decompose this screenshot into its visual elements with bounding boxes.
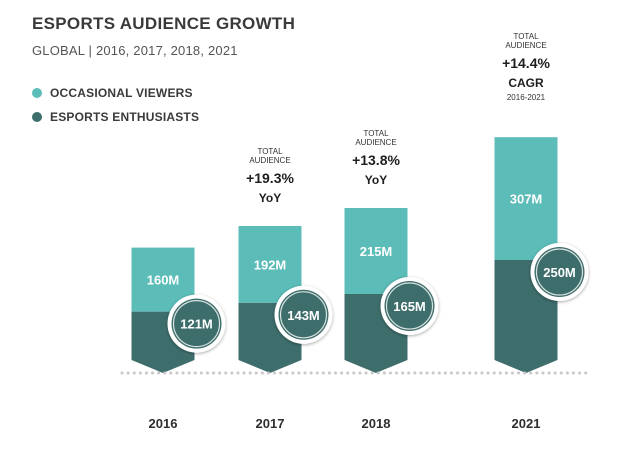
legend-label-occasional: OCCASIONAL VIEWERS (50, 86, 193, 100)
data-label-occasional-2018: 215M (360, 244, 393, 259)
legend: OCCASIONAL VIEWERS ESPORTS ENTHUSIASTS (32, 86, 199, 134)
annotation-value-2018: +13.8% (352, 152, 400, 168)
legend-swatch-occasional (32, 88, 42, 98)
bar-occasional-2021 (494, 137, 558, 260)
legend-item-esports-enthusiasts: ESPORTS ENTHUSIASTS (32, 110, 199, 124)
annotation-caption-2018-1: AUDIENCE (355, 138, 396, 147)
badge-ring-inner-2018 (385, 282, 434, 330)
x-tick-label-2021: 2021 (512, 416, 541, 431)
annotation-unit-2021: CAGR (508, 76, 544, 90)
data-label-enthusiasts-2017: 143M (287, 308, 320, 323)
annotation-period-2021: 2016-2021 (507, 93, 546, 102)
data-label-enthusiasts-2018: 165M (393, 299, 426, 314)
bar-occasional-2018 (344, 208, 408, 294)
x-tick-label-2018: 2018 (362, 416, 391, 431)
x-tick-label-2017: 2017 (256, 416, 285, 431)
annotation-caption-2017-1: AUDIENCE (249, 156, 290, 165)
annotation-value-2017: +19.3% (246, 170, 294, 186)
data-label-occasional-2021: 307M (510, 192, 543, 207)
legend-label-enthusiasts: ESPORTS ENTHUSIASTS (50, 110, 200, 124)
badge-2018 (384, 281, 435, 331)
data-label-occasional-2016: 160M (147, 273, 180, 288)
data-label-enthusiasts-2016: 121M (180, 317, 213, 332)
annotation-unit-2017: YoY (259, 191, 281, 205)
chart-subtitle: GLOBAL | 2016, 2017, 2018, 2021 (32, 43, 238, 58)
annotation-value-2021: +14.4% (502, 55, 550, 71)
data-label-occasional-2017: 192M (254, 257, 287, 272)
x-tick-label-2016: 2016 (149, 416, 178, 431)
annotation-unit-2018: YoY (365, 173, 387, 187)
badge-2016 (171, 298, 222, 349)
legend-swatch-enthusiasts (32, 112, 42, 122)
badge-2017 (278, 289, 329, 340)
data-label-enthusiasts-2021: 250M (543, 265, 576, 280)
badge-ring-inner-2021 (535, 248, 584, 296)
legend-item-occasional-viewers: OCCASIONAL VIEWERS (32, 86, 199, 100)
badge-ring-inner-2017 (279, 291, 328, 339)
badge-ring-inner-2016 (172, 300, 221, 348)
badge-2021 (534, 247, 585, 297)
annotation-caption-2017-0: TOTAL (257, 147, 283, 156)
chart-title: ESPORTS AUDIENCE GROWTH (32, 14, 296, 33)
annotation-caption-2021-1: AUDIENCE (505, 41, 546, 50)
annotation-caption-2018-0: TOTAL (363, 129, 389, 138)
annotation-caption-2021-0: TOTAL (513, 32, 539, 41)
